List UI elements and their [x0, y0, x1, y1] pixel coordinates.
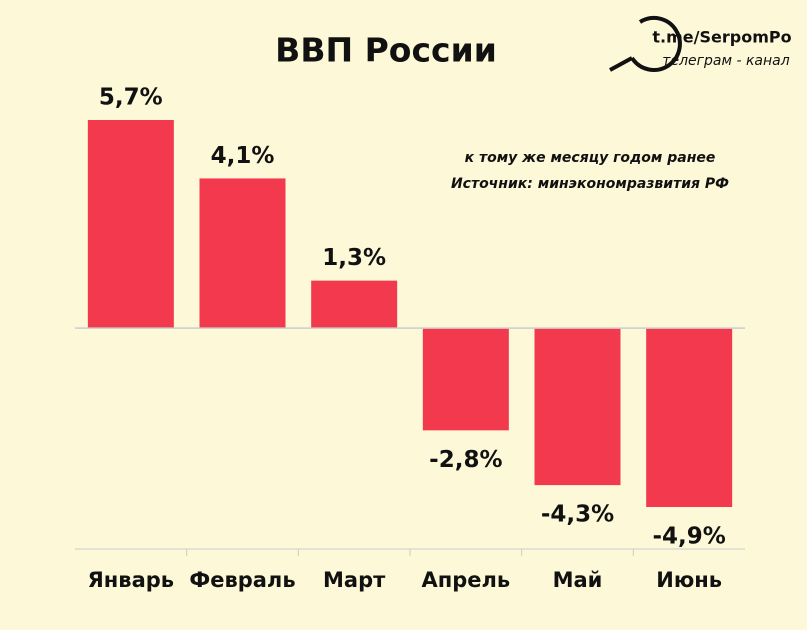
bar — [534, 328, 621, 486]
value-label: -4,3% — [541, 502, 614, 528]
value-label: -4,9% — [652, 524, 725, 550]
x-tick-label: Январь — [88, 568, 174, 592]
x-tick-label: Февраль — [189, 568, 295, 592]
subtitle: Источник: минэкономразвития РФ — [451, 176, 729, 192]
bar — [422, 328, 509, 431]
watermark: t.me/SerpomPo — [652, 28, 791, 47]
bar — [646, 328, 733, 507]
value-label: 1,3% — [322, 245, 386, 271]
x-tick-label: Апрель — [421, 568, 510, 592]
x-tick-label: Март — [323, 568, 386, 592]
x-tick-label: Июнь — [656, 568, 722, 592]
subtitle: к тому же месяцу годом ранее — [465, 150, 716, 166]
value-label: 4,1% — [211, 143, 275, 169]
watermark: телеграм - канал — [662, 53, 789, 69]
x-tick-label: Май — [553, 568, 603, 592]
value-label: 5,7% — [99, 85, 163, 111]
bar — [199, 178, 286, 329]
value-label: -2,8% — [429, 447, 502, 473]
bar — [311, 280, 398, 329]
logo — [609, 16, 682, 72]
chart-title: ВВП России — [275, 31, 497, 70]
bar — [87, 120, 174, 329]
